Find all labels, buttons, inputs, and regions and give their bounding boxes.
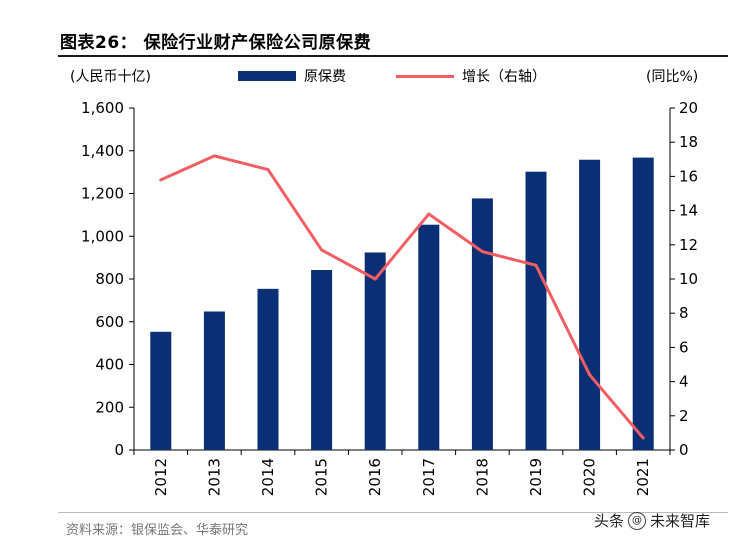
left-tick-label: 1,000 bbox=[81, 227, 124, 245]
footer-divider bbox=[58, 512, 728, 513]
right-tick-label: 8 bbox=[679, 304, 689, 322]
bar bbox=[632, 157, 654, 450]
watermark: 头条 @ 未来智库 bbox=[594, 510, 710, 531]
legend-item-growth: 增长（右轴） bbox=[396, 66, 546, 86]
bar bbox=[525, 171, 547, 450]
x-tick-label: 2017 bbox=[420, 458, 438, 496]
x-tick-label: 2015 bbox=[313, 458, 331, 496]
source-note: 资料来源：银保监会、华泰研究 bbox=[66, 523, 249, 538]
right-tick-label: 6 bbox=[679, 338, 689, 356]
x-tick-label: 2016 bbox=[366, 458, 384, 496]
right-tick-label: 4 bbox=[679, 373, 689, 391]
bar bbox=[257, 288, 279, 450]
left-tick-label: 0 bbox=[114, 441, 124, 459]
bar bbox=[471, 198, 493, 450]
right-tick-label: 2 bbox=[679, 407, 689, 425]
bar bbox=[364, 252, 386, 450]
right-tick-label: 16 bbox=[679, 167, 698, 185]
left-axis-unit: (人民币十亿) bbox=[70, 69, 151, 85]
growth-point bbox=[588, 373, 592, 377]
x-tick-label: 2020 bbox=[581, 458, 599, 496]
left-tick-label: 600 bbox=[95, 313, 124, 331]
left-tick-label: 1,200 bbox=[81, 185, 124, 203]
x-tick-label: 2013 bbox=[205, 458, 223, 496]
legend-item-premium: 原保费 bbox=[238, 66, 346, 86]
growth-point bbox=[159, 178, 163, 182]
chart-title: 图表26： 保险行业财产保险公司原保费 bbox=[60, 33, 372, 53]
bar bbox=[203, 311, 225, 450]
left-tick-label: 400 bbox=[95, 356, 124, 374]
bar bbox=[150, 331, 172, 450]
left-tick-label: 1,600 bbox=[81, 99, 124, 117]
x-tick-label: 2014 bbox=[259, 458, 277, 496]
title-divider bbox=[58, 55, 728, 57]
watermark-prefix: 头条 bbox=[594, 512, 625, 530]
legend-line-swatch bbox=[396, 74, 454, 78]
right-tick-label: 0 bbox=[679, 441, 689, 459]
right-tick-label: 20 bbox=[679, 99, 698, 117]
growth-point bbox=[534, 263, 538, 267]
x-tick-label: 2021 bbox=[634, 458, 652, 496]
bar bbox=[311, 270, 333, 450]
growth-point bbox=[480, 250, 484, 254]
right-tick-label: 12 bbox=[679, 236, 698, 254]
left-tick-label: 800 bbox=[95, 270, 124, 288]
growth-point bbox=[641, 436, 645, 440]
growth-point bbox=[266, 168, 270, 172]
growth-point bbox=[373, 277, 377, 281]
x-tick-label: 2012 bbox=[152, 458, 170, 496]
right-tick-label: 14 bbox=[679, 202, 698, 220]
growth-point bbox=[427, 212, 431, 216]
legend-line-label: 增长（右轴） bbox=[462, 69, 546, 85]
right-axis-unit: (同比%) bbox=[646, 69, 699, 85]
left-tick-label: 200 bbox=[95, 398, 124, 416]
right-tick-label: 18 bbox=[679, 133, 698, 151]
watermark-name: 未来智库 bbox=[650, 512, 711, 530]
x-tick-label: 2019 bbox=[527, 458, 545, 496]
x-tick-label: 2018 bbox=[473, 458, 491, 496]
at-icon: @ bbox=[628, 511, 647, 530]
growth-line bbox=[160, 154, 645, 439]
bar bbox=[418, 224, 440, 450]
growth-point bbox=[320, 248, 324, 252]
left-tick-label: 1,400 bbox=[81, 142, 124, 160]
right-tick-label: 10 bbox=[679, 270, 698, 288]
growth-point bbox=[212, 154, 216, 158]
legend-bar-swatch bbox=[238, 71, 296, 81]
legend-bar-label: 原保费 bbox=[304, 69, 346, 85]
bar bbox=[579, 159, 601, 451]
